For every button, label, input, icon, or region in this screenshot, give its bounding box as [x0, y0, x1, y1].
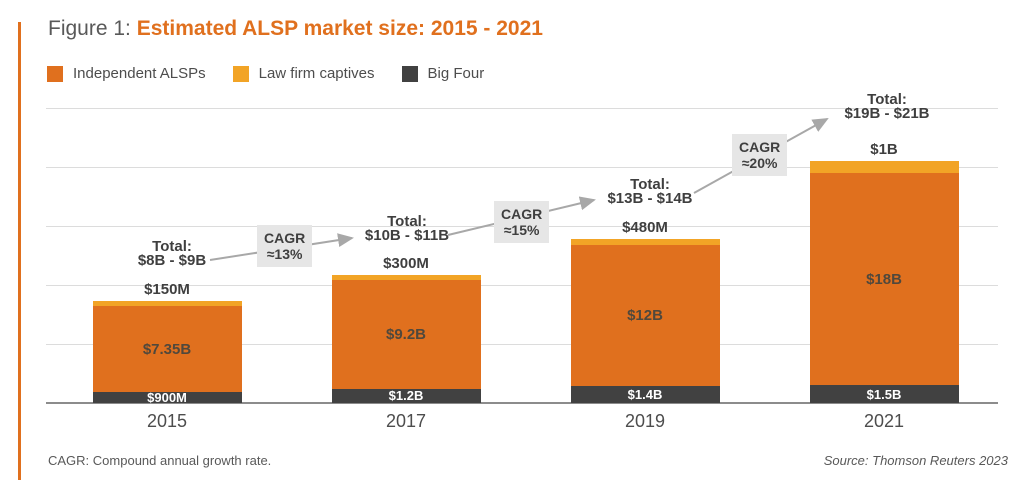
legend-label: Independent ALSPs [73, 65, 206, 82]
legend-swatch-independent-alsps [47, 65, 63, 82]
legend-item-independent-alsps: Independent ALSPs [47, 65, 206, 82]
captives-value-label: $480M [622, 219, 668, 236]
legend-swatch-law-firm-captives [232, 65, 249, 82]
gridline [46, 285, 998, 286]
bar-2021: $18B $1.5B [809, 161, 959, 403]
cagr-title: CAGR [264, 230, 306, 246]
figure-title: Figure 1: Estimated ALSP market size: 20… [48, 17, 543, 41]
legend-item-big-four: Big Four [401, 65, 485, 82]
total-label-2017: Total: $10B - $11B [364, 213, 450, 244]
cagr-title: CAGR [739, 139, 781, 155]
cagr-value: ≈13% [266, 246, 303, 262]
total-prefix: Total: [152, 238, 192, 255]
segment-law-firm-captives [570, 239, 720, 245]
segment-big-four: $1.5B [809, 385, 959, 403]
cagr-box-2019-2021: CAGR ≈20% [732, 134, 788, 176]
legend-label: Law firm captives [258, 65, 375, 82]
x-axis-label-2017: 2017 [385, 411, 427, 431]
cagr-value: ≈20% [741, 155, 778, 171]
total-prefix: Total: [630, 176, 670, 193]
x-axis-label-2019: 2019 [624, 411, 666, 431]
segment-independent-alsps: $12B [570, 244, 720, 387]
cagr-footnote: CAGR: Compound annual growth rate. [48, 453, 272, 468]
segment-value-label: $18B [866, 270, 902, 288]
total-prefix: Total: [387, 213, 427, 230]
cagr-title: CAGR [501, 206, 543, 222]
segment-independent-alsps: $9.2B [331, 280, 481, 389]
legend-label: Big Four [427, 65, 485, 82]
total-label-2019: Total: $13B - $14B [607, 176, 693, 207]
cagr-value: ≈15% [503, 222, 540, 238]
source-attribution: Source: Thomson Reuters 2023 [823, 453, 1008, 468]
left-accent-bar [18, 22, 21, 480]
segment-value-label: $7.35B [142, 340, 192, 358]
total-value: $10B - $11B [364, 227, 450, 244]
gridline [46, 344, 998, 345]
segment-law-firm-captives [809, 161, 959, 173]
segment-value-label: $900M [147, 390, 187, 406]
segment-law-firm-captives [92, 300, 242, 306]
x-axis-label-2021: 2021 [863, 411, 905, 431]
bar-2015: $7.35B $900M [92, 300, 242, 406]
cagr-box-2015-2017: CAGR ≈13% [257, 225, 313, 267]
segment-big-four: $1.4B [570, 386, 720, 403]
x-axis-label-2015: 2015 [146, 411, 188, 431]
legend-swatch-big-four [401, 65, 418, 82]
total-value: $19B - $21B [844, 105, 930, 122]
legend-item-law-firm-captives: Law firm captives [232, 65, 375, 82]
total-prefix: Total: [867, 91, 907, 108]
x-axis-line [46, 402, 998, 404]
segment-value-label: $1.2B [388, 388, 424, 404]
total-label-2021: Total: $19B - $21B [844, 91, 930, 122]
segment-big-four: $1.2B [331, 388, 481, 404]
captives-value-label: $150M [144, 281, 190, 298]
segment-independent-alsps: $7.35B [92, 305, 242, 393]
segment-independent-alsps: $18B [809, 172, 959, 386]
chart-legend: Independent ALSPs Law firm captives Big … [47, 65, 484, 82]
segment-value-label: $1.4B [627, 387, 663, 403]
captives-value-label: $1B [870, 141, 898, 158]
figure-title-text: Estimated ALSP market size: 2015 - 2021 [136, 17, 543, 40]
segment-value-label: $1.5B [866, 386, 902, 402]
segment-big-four: $900M [92, 390, 242, 406]
segment-value-label: $9.2B [385, 326, 427, 344]
gridline [46, 108, 998, 109]
gridline [46, 167, 998, 168]
cagr-box-2017-2019: CAGR ≈15% [494, 201, 550, 243]
segment-value-label: $12B [627, 307, 663, 325]
figure-number: Figure 1: [48, 17, 137, 40]
bar-2017: $9.2B $1.2B [331, 275, 481, 404]
total-label-2015: Total: $8B - $9B [137, 238, 207, 269]
total-value: $13B - $14B [607, 190, 693, 207]
captives-value-label: $300M [383, 255, 429, 272]
total-value: $8B - $9B [137, 252, 207, 269]
bar-2019: $12B $1.4B [570, 239, 720, 403]
segment-law-firm-captives [331, 275, 481, 281]
